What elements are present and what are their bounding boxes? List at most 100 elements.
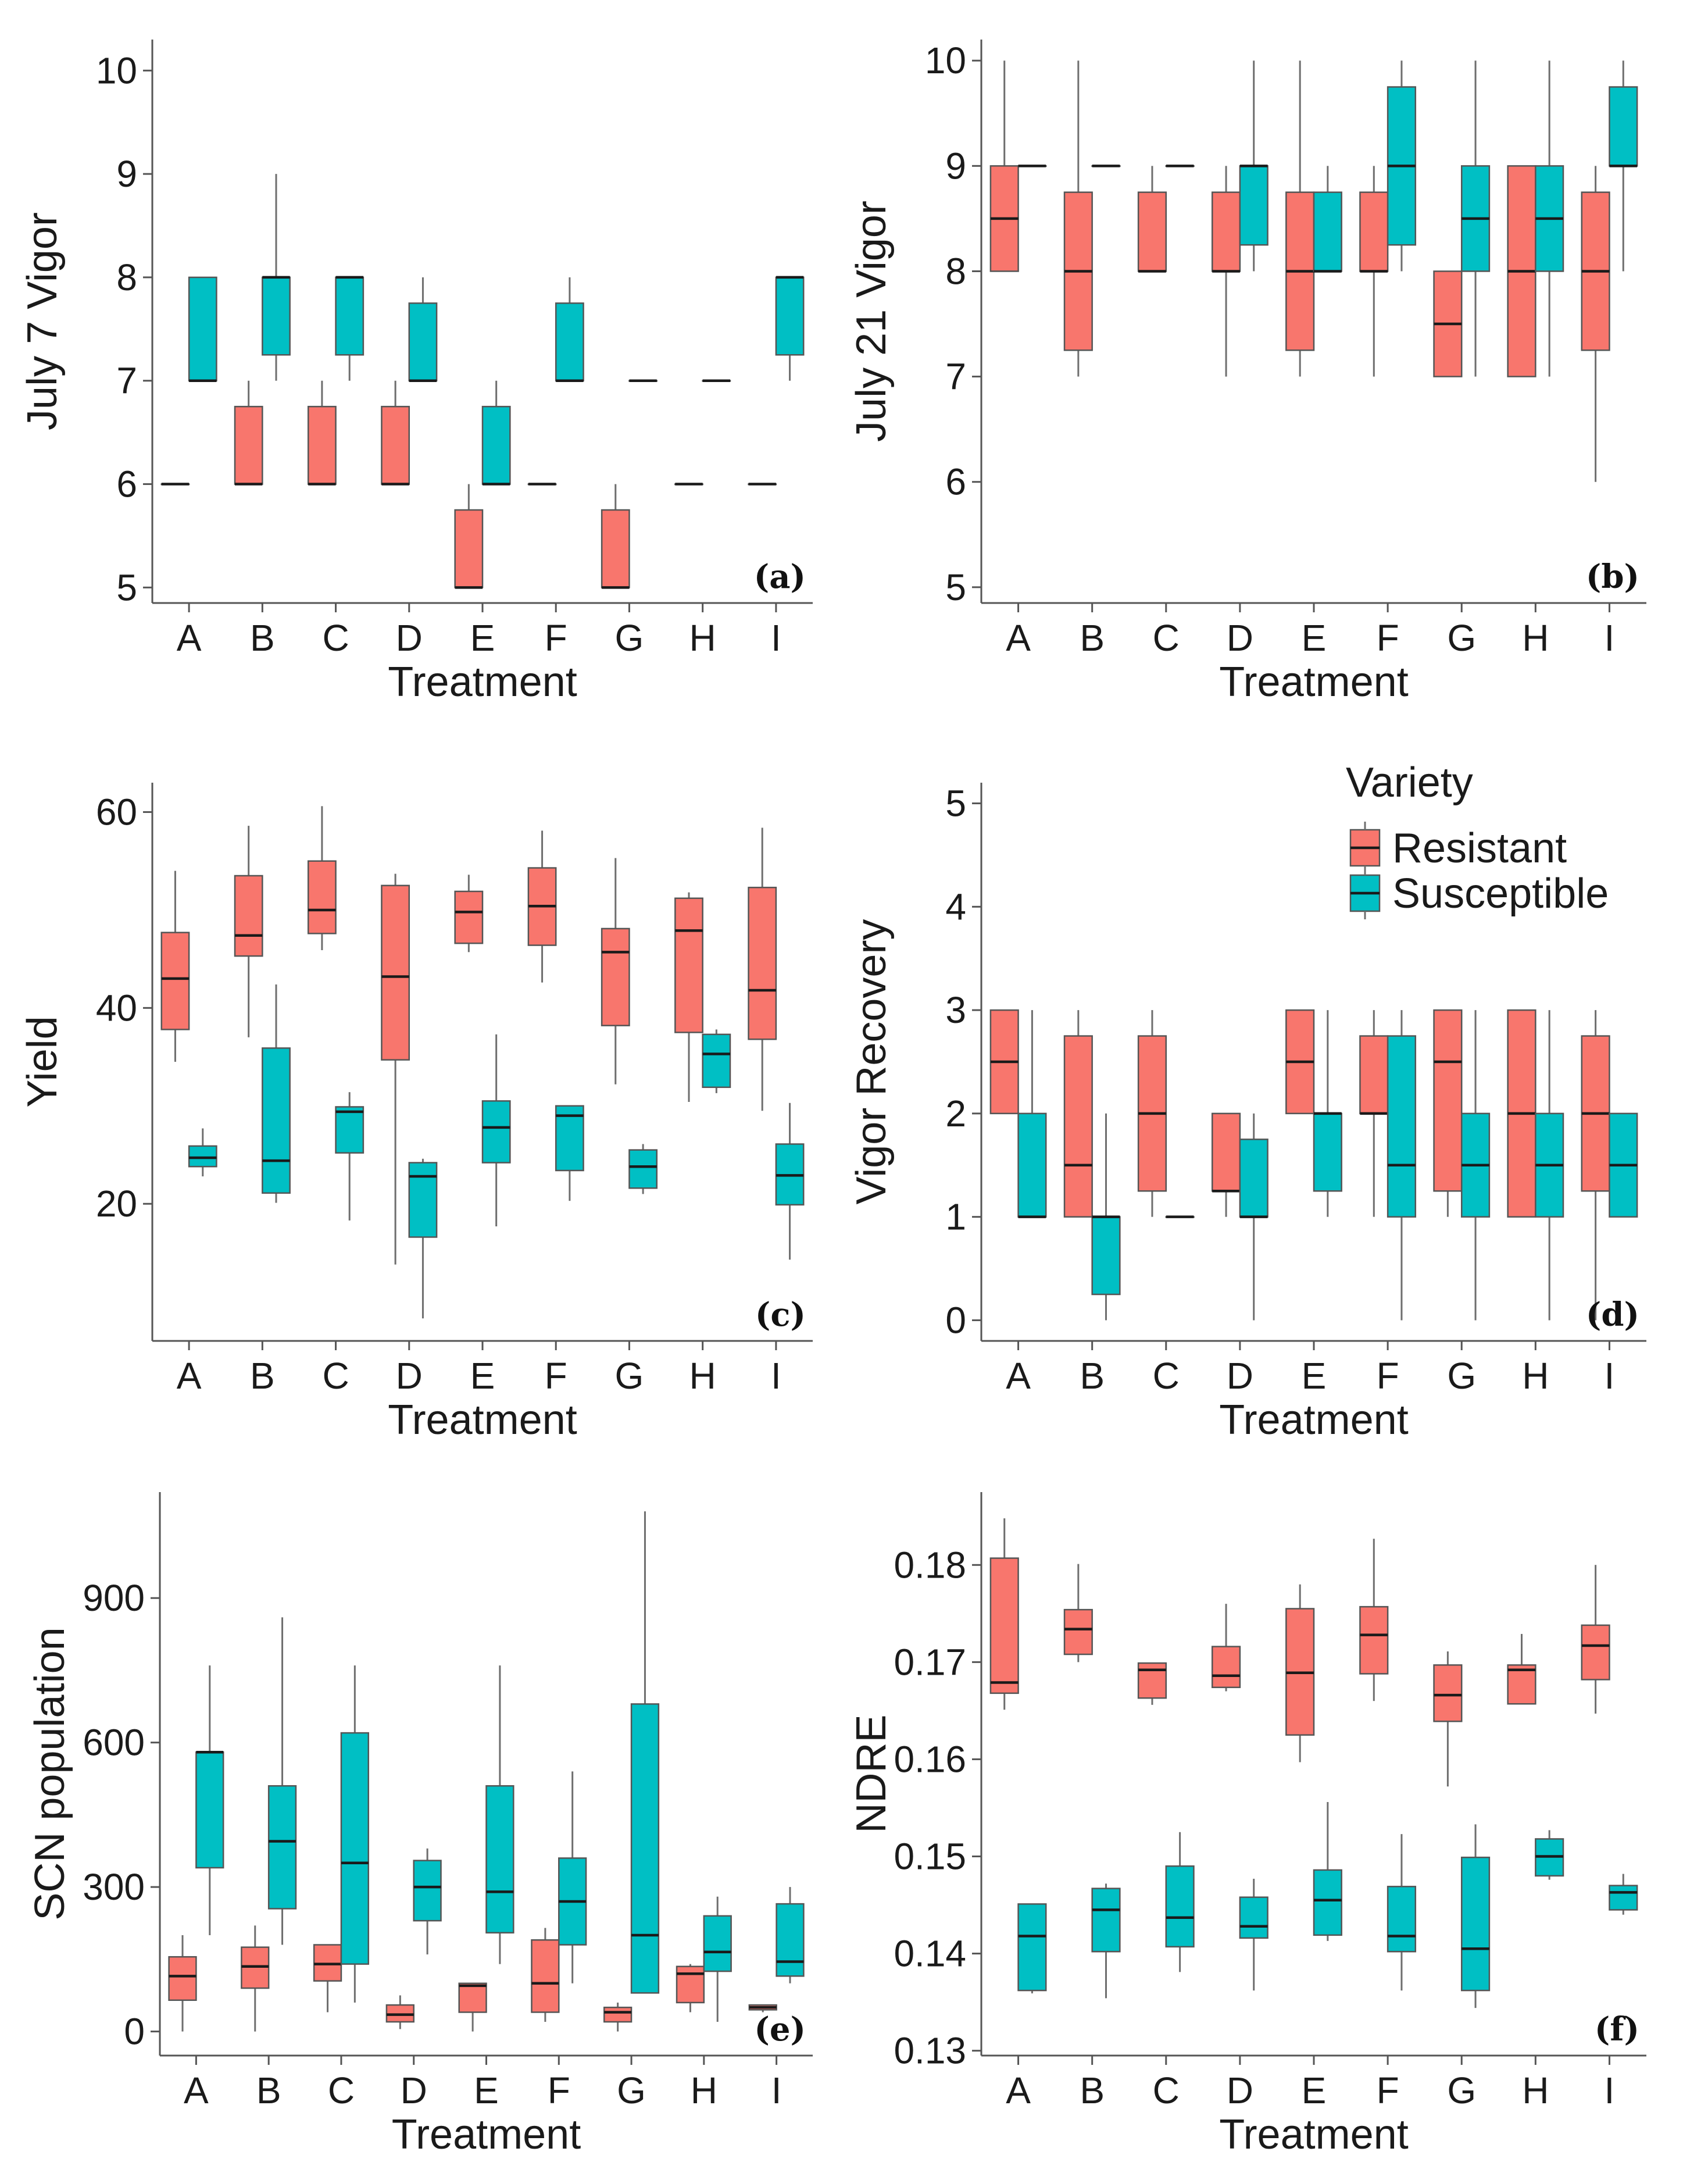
iqr-box <box>1387 1886 1417 1953</box>
box-susceptible-H <box>703 1896 732 2022</box>
y-tick-label: 300 <box>83 1866 145 1908</box>
iqr-box <box>1091 1216 1121 1296</box>
legend-label-susceptible: Susceptible <box>1392 870 1609 917</box>
box-resistant-D <box>1211 1112 1241 1217</box>
y-tick-label: 1 <box>945 1196 966 1238</box>
iqr-box <box>676 1965 705 2004</box>
y-tick-label: 9 <box>945 145 966 187</box>
iqr-box <box>1239 1139 1269 1218</box>
y-tick-label: 40 <box>96 987 137 1029</box>
box-susceptible-C <box>1165 1215 1195 1218</box>
iqr-box <box>408 302 438 381</box>
panel-tag: (f) <box>1595 2010 1639 2049</box>
y-tick-label: 900 <box>83 1577 145 1619</box>
box-resistant-H <box>1507 165 1537 377</box>
box-susceptible-C <box>1165 1832 1195 1972</box>
box-resistant-I <box>1581 166 1610 482</box>
panel-f: 0.13 0.14 0.15 0.16 0.17 0.18 A B C D E F G H I Treatme… <box>848 1492 1646 2158</box>
x-tick-label: B <box>1080 2070 1105 2111</box>
x-tick-label: A <box>184 2070 209 2111</box>
box-resistant-E <box>454 484 484 589</box>
iqr-box <box>160 932 190 1030</box>
iqr-box <box>188 1145 217 1168</box>
box-resistant-B <box>241 1925 270 2032</box>
x-tick-label: E <box>1302 2070 1327 2111</box>
x-tick-label: A <box>177 1355 202 1397</box>
iqr-box <box>195 1751 224 1869</box>
x-tick-label: I <box>1605 2070 1615 2111</box>
iqr-box <box>458 1982 487 2013</box>
iqr-box <box>1313 191 1342 272</box>
y-tick-label: 600 <box>83 1722 145 1764</box>
x-tick-label: E <box>1302 617 1327 659</box>
box-resistant-H <box>1507 1633 1537 1705</box>
iqr-box <box>335 276 365 356</box>
iqr-box <box>1387 1035 1417 1218</box>
iqr-box <box>1581 1624 1610 1681</box>
iqr-box <box>262 1047 291 1194</box>
x-tick-label: C <box>1153 617 1180 659</box>
iqr-box <box>481 405 511 485</box>
x-tick-label: H <box>1522 617 1549 659</box>
iqr-box <box>1609 86 1638 167</box>
legend-label-resistant: Resistant <box>1392 825 1567 872</box>
x-tick-label: B <box>250 617 275 659</box>
box-susceptible-E <box>481 1034 511 1226</box>
y-tick-label: 2 <box>945 1093 966 1134</box>
iqr-box <box>1165 1865 1195 1948</box>
x-axis-title: Treatment <box>1219 2111 1408 2158</box>
panel-tag: (e) <box>754 2010 806 2049</box>
box-resistant-H <box>676 1964 705 2013</box>
iqr-box <box>454 890 484 944</box>
x-tick-label: B <box>1080 1355 1105 1397</box>
x-axis-title: Treatment <box>1219 1397 1408 1443</box>
x-tick-label: F <box>545 617 567 659</box>
box-resistant-H <box>674 892 703 1103</box>
box-susceptible-C <box>335 276 365 381</box>
box-susceptible-H <box>1535 1830 1564 1880</box>
x-tick-label: B <box>250 1355 275 1397</box>
x-tick-label: I <box>1605 617 1615 659</box>
box-resistant-D <box>381 380 410 486</box>
iqr-box <box>381 405 410 485</box>
x-tick-label: E <box>1302 1355 1327 1397</box>
iqr-box <box>267 1785 297 1910</box>
box-susceptible-A <box>1017 1903 1047 1994</box>
iqr-box <box>630 1703 660 1994</box>
y-tick-label: 4 <box>945 886 966 927</box>
x-tick-label: D <box>396 1355 423 1397</box>
iqr-box <box>776 1903 805 1977</box>
box-resistant-C <box>307 380 337 486</box>
box-susceptible-I <box>776 1887 805 1983</box>
iqr-box <box>1460 1856 1491 1992</box>
box-susceptible-C <box>340 1665 369 2003</box>
box-susceptible-H <box>1535 60 1564 377</box>
x-tick-label: E <box>470 1355 495 1397</box>
box-susceptible-A <box>1017 1010 1047 1218</box>
box-resistant-E <box>1285 1584 1315 1762</box>
iqr-box <box>1137 1662 1167 1699</box>
box-susceptible-I <box>1609 60 1638 272</box>
iqr-box <box>1609 1885 1638 1911</box>
iqr-box <box>703 1915 732 1972</box>
x-tick-label: C <box>1153 2070 1180 2111</box>
box-resistant-E <box>454 875 484 952</box>
box-resistant-F <box>527 830 557 983</box>
iqr-box <box>1137 191 1167 272</box>
box-susceptible-D <box>408 1158 438 1319</box>
box-resistant-F <box>527 483 557 486</box>
iqr-box <box>1211 191 1241 272</box>
iqr-box <box>603 2006 633 2023</box>
y-tick-label: 9 <box>116 153 137 195</box>
x-tick-label: I <box>771 2070 782 2111</box>
iqr-box <box>531 1939 560 2013</box>
box-susceptible-I <box>1609 1874 1638 1915</box>
box-resistant-C <box>1137 166 1167 273</box>
x-tick-label: G <box>615 1355 644 1397</box>
x-tick-label: I <box>1605 1355 1615 1397</box>
y-tick-label: 0.14 <box>894 1933 966 1975</box>
iqr-box <box>674 897 703 1033</box>
box-resistant-F <box>1359 1010 1389 1217</box>
box-resistant-B <box>1063 1564 1093 1662</box>
